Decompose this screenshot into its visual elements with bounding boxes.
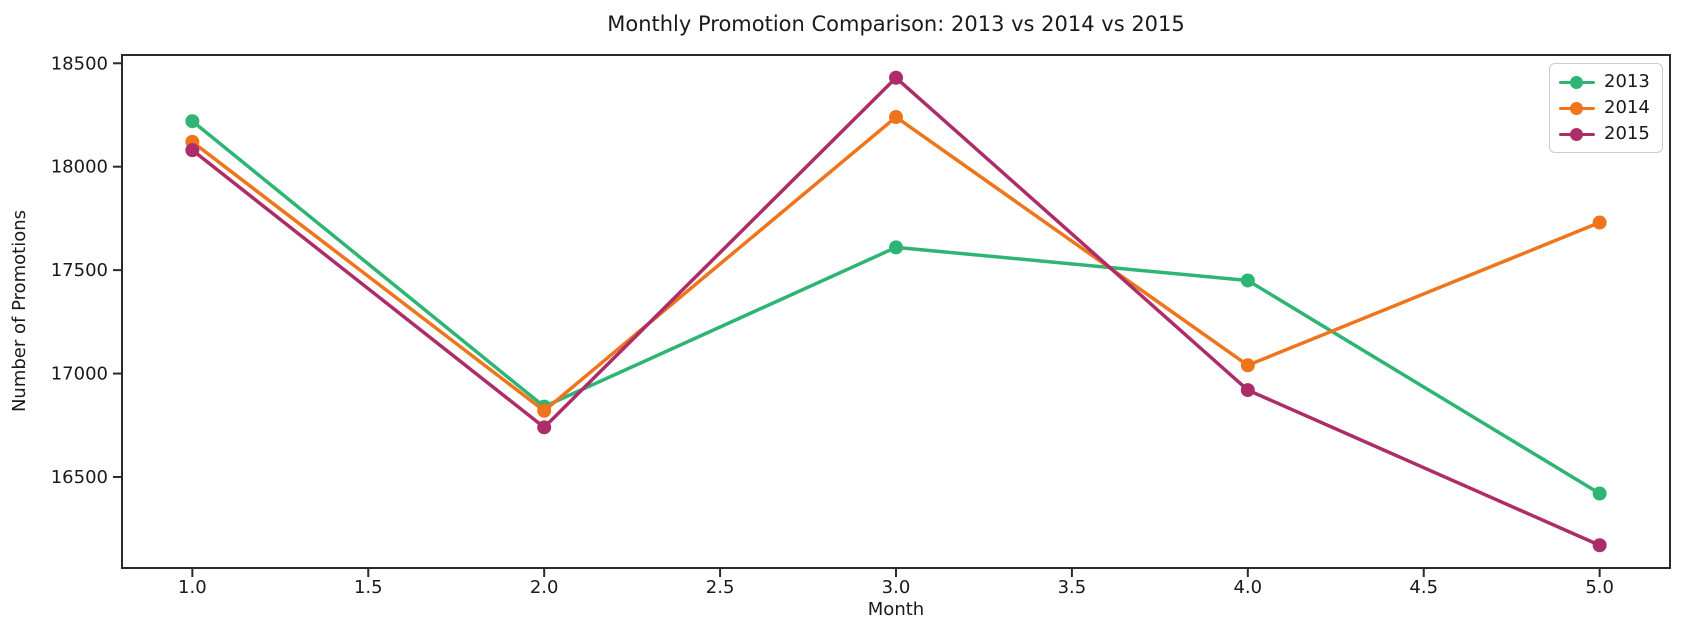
plot-background: [122, 55, 1670, 568]
legend-label: 2015: [1604, 123, 1650, 144]
legend-marker-dot: [1570, 127, 1583, 141]
axis-ticks-layer: 1.0 1.5 2.0 2.5 3.0 3.5 4.0 4.5 5.0 16500 17000 175…: [51, 53, 1614, 598]
data-point-2015-m3: [889, 70, 903, 85]
x-tick-label: 3.5: [1058, 577, 1087, 598]
series-layer: [185, 70, 1607, 553]
data-point-2014-m4: [1240, 358, 1255, 373]
data-point-2013-m4: [1240, 273, 1255, 288]
x-tick-label: 4.5: [1409, 577, 1438, 598]
legend-entry-2014: 2014: [1559, 95, 1652, 121]
legend-marker-dot: [1570, 75, 1583, 89]
legend-entry-2013: 2013: [1559, 69, 1652, 95]
y-tick-label: 16500: [51, 467, 108, 488]
y-tick-label: 17500: [51, 260, 108, 281]
data-point-2014-m5: [1592, 215, 1607, 230]
data-point-2013-m5: [1592, 486, 1607, 501]
legend: 2013 2014 2015: [1549, 63, 1663, 153]
y-tick-label: 18500: [51, 53, 108, 74]
chart-title: Monthly Promotion Comparison: 2013 vs 20…: [607, 12, 1185, 36]
x-tick-label: 5.0: [1585, 577, 1614, 598]
y-axis-label: Number of Promotions: [9, 210, 30, 412]
x-tick-label: 2.5: [706, 577, 735, 598]
legend-label: 2014: [1604, 97, 1650, 118]
data-point-2013-m1: [185, 114, 200, 129]
data-point-2015-m5: [1592, 538, 1607, 553]
x-tick-label: 3.0: [882, 577, 911, 598]
legend-line-marker-sample: [1559, 101, 1595, 115]
data-point-2014-m2: [537, 403, 552, 418]
legend-line-marker-sample: [1559, 75, 1595, 89]
data-point-2015-m4: [1240, 383, 1255, 398]
x-tick-label: 4.0: [1233, 577, 1262, 598]
legend-line-marker-sample: [1559, 127, 1595, 141]
y-tick-label: 18000: [51, 157, 108, 178]
data-point-2014-m3: [889, 110, 903, 125]
axes-spines: [121, 54, 1671, 569]
data-point-2015-m1: [185, 143, 200, 158]
data-point-2015-m2: [537, 420, 552, 435]
x-tick-label: 1.5: [354, 577, 383, 598]
legend-label: 2013: [1604, 71, 1650, 92]
legend-marker-dot: [1570, 101, 1583, 115]
x-tick-label: 2.0: [530, 577, 559, 598]
x-axis-label: Month: [868, 599, 924, 620]
x-tick-label: 1.0: [178, 577, 207, 598]
data-point-2013-m3: [889, 240, 903, 255]
legend-entry-2015: 2015: [1559, 121, 1652, 147]
y-tick-label: 17000: [51, 364, 108, 385]
